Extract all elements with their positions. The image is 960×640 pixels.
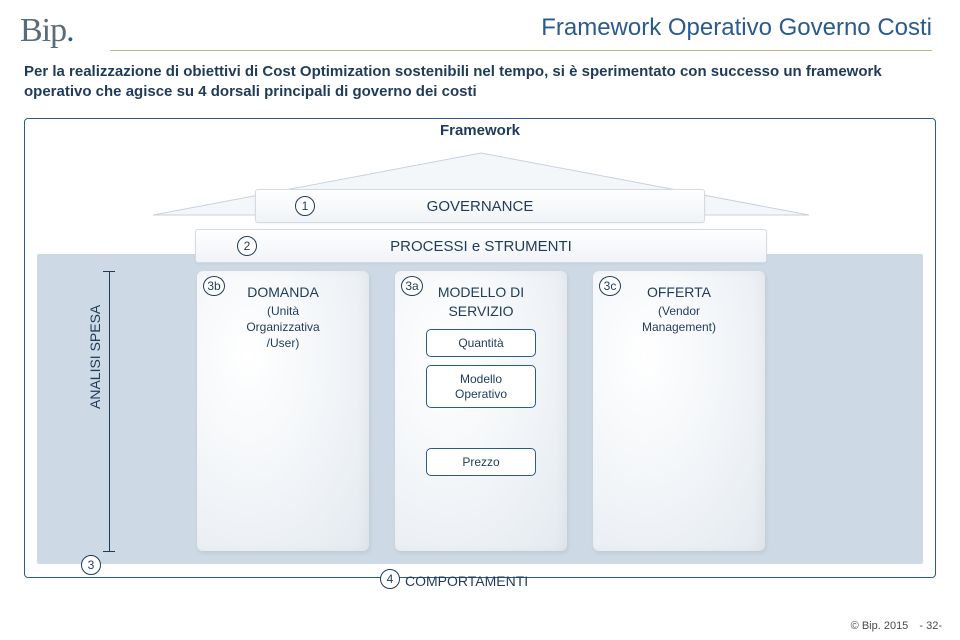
pillar-c-sub1: (Vendor bbox=[593, 304, 765, 318]
badge-3a: 3a bbox=[401, 276, 423, 296]
footer: © Bip. 2015 - 32- bbox=[851, 620, 942, 632]
badge-1: 1 bbox=[295, 196, 315, 216]
pillar-b-sub3: /User) bbox=[197, 336, 369, 350]
framework-label: Framework bbox=[25, 122, 935, 139]
beam2-text: PROCESSI e STRUMENTI bbox=[390, 238, 572, 255]
pillar-modello: MODELLO DI SERVIZIO Quantità Modello Ope… bbox=[395, 271, 567, 551]
side-line bbox=[109, 271, 110, 551]
pillar-b-sub2: Organizzativa bbox=[197, 320, 369, 334]
bottom-label: COMPORTAMENTI bbox=[405, 573, 528, 589]
box-prezzo: Prezzo bbox=[426, 448, 536, 476]
side-cap-bot bbox=[103, 551, 115, 552]
badge-3c: 3c bbox=[599, 276, 621, 296]
framework-container: Framework GOVERNANCE 1 PROCESSI e STRUME… bbox=[24, 118, 936, 578]
pillar-b-sub1: (Unità bbox=[197, 304, 369, 318]
box-modello-op: Modello Operativo bbox=[426, 365, 536, 408]
badge-2: 2 bbox=[237, 236, 257, 256]
beam-governance: GOVERNANCE bbox=[255, 189, 705, 223]
pillar-c-sub2: Management) bbox=[593, 320, 765, 334]
pillar-a-title2: SERVIZIO bbox=[395, 302, 567, 321]
side-label: ANALISI SPESA bbox=[87, 305, 103, 409]
side-cap-top bbox=[103, 271, 115, 272]
badge-4: 4 bbox=[380, 569, 400, 589]
logo-dot: . bbox=[66, 12, 74, 49]
intro-text: Per la realizzazione di obiettivi di Cos… bbox=[24, 62, 936, 103]
badge-3: 3 bbox=[81, 555, 101, 575]
beam-processi: PROCESSI e STRUMENTI bbox=[195, 229, 767, 263]
title-underline bbox=[110, 50, 932, 51]
pillar-offerta: OFFERTA (Vendor Management) bbox=[593, 271, 765, 551]
box-mo-l2: Operativo bbox=[455, 387, 507, 401]
footer-copyright: © Bip. 2015 bbox=[851, 620, 909, 632]
beam1-text: GOVERNANCE bbox=[427, 198, 534, 215]
page-title: Framework Operativo Governo Costi bbox=[541, 14, 932, 42]
badge-3b: 3b bbox=[203, 276, 225, 296]
box-quantita: Quantità bbox=[426, 329, 536, 357]
box-mo-l1: Modello bbox=[460, 372, 502, 386]
logo: Bip. bbox=[20, 12, 74, 50]
logo-text: Bip bbox=[20, 12, 66, 49]
pillar-domanda: DOMANDA (Unità Organizzativa /User) bbox=[197, 271, 369, 551]
footer-page: - 32- bbox=[919, 620, 942, 632]
